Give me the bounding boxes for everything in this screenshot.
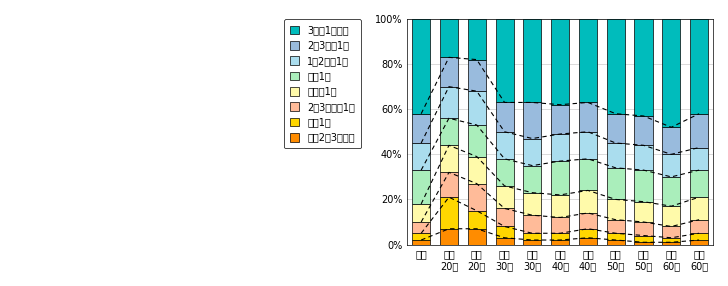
Bar	[467, 125, 486, 156]
Bar	[579, 132, 597, 159]
Bar	[662, 238, 681, 242]
Bar	[579, 190, 597, 213]
Bar	[412, 233, 430, 240]
Bar	[606, 114, 625, 143]
Bar	[467, 229, 486, 245]
Bar	[551, 134, 569, 161]
Bar	[579, 229, 597, 238]
Bar	[523, 19, 542, 102]
Bar	[662, 19, 681, 127]
Bar	[662, 154, 681, 177]
Bar	[690, 170, 708, 197]
Bar	[606, 168, 625, 199]
Bar	[412, 222, 430, 233]
Bar	[551, 240, 569, 245]
Bar	[662, 177, 681, 206]
Bar	[467, 19, 486, 59]
Bar	[496, 159, 513, 186]
Bar	[662, 127, 681, 154]
Bar	[467, 91, 486, 125]
Bar	[606, 143, 625, 168]
Bar	[523, 102, 542, 138]
Bar	[635, 242, 652, 245]
Bar	[496, 102, 513, 132]
Bar	[496, 19, 513, 102]
Bar	[412, 114, 430, 143]
Bar	[690, 220, 708, 233]
Bar	[690, 19, 708, 114]
Legend: 3年に1回未満, 2～3年に1回, 1～2年に1回, 年に1回, 半年に1回, 2～3カ月に1回, 月に1回, 月に2～3回以上: 3年に1回未満, 2～3年に1回, 1～2年に1回, 年に1回, 半年に1回, …	[284, 19, 361, 148]
Bar	[635, 145, 652, 170]
Bar	[579, 238, 597, 245]
Bar	[496, 208, 513, 227]
Bar	[690, 233, 708, 240]
Bar	[551, 233, 569, 240]
Bar	[440, 197, 458, 229]
Bar	[635, 116, 652, 145]
Bar	[551, 161, 569, 195]
Bar	[690, 197, 708, 220]
Bar	[606, 199, 625, 220]
Bar	[606, 19, 625, 114]
Bar	[496, 227, 513, 238]
Bar	[551, 105, 569, 134]
Bar	[662, 242, 681, 245]
Bar	[467, 184, 486, 211]
Bar	[523, 240, 542, 245]
Bar	[606, 240, 625, 245]
Bar	[523, 138, 542, 166]
Bar	[412, 170, 430, 204]
Bar	[496, 238, 513, 245]
Bar	[496, 186, 513, 208]
Bar	[440, 145, 458, 172]
Bar	[635, 235, 652, 242]
Bar	[412, 204, 430, 222]
Bar	[690, 240, 708, 245]
Bar	[440, 87, 458, 118]
Bar	[523, 166, 542, 193]
Bar	[662, 206, 681, 227]
Bar	[551, 19, 569, 105]
Bar	[551, 217, 569, 233]
Bar	[606, 233, 625, 240]
Bar	[662, 227, 681, 238]
Bar	[635, 19, 652, 116]
Bar	[551, 195, 569, 217]
Bar	[440, 229, 458, 245]
Bar	[467, 156, 486, 184]
Bar	[523, 233, 542, 240]
Bar	[412, 143, 430, 170]
Bar	[606, 220, 625, 233]
Bar	[523, 193, 542, 215]
Bar	[412, 240, 430, 245]
Bar	[690, 114, 708, 148]
Bar	[440, 57, 458, 87]
Bar	[579, 213, 597, 229]
Bar	[635, 170, 652, 202]
Bar	[690, 148, 708, 170]
Bar	[440, 19, 458, 57]
Bar	[579, 159, 597, 190]
Bar	[440, 118, 458, 145]
Bar	[496, 132, 513, 159]
Bar	[440, 172, 458, 197]
Bar	[635, 202, 652, 222]
Bar	[467, 211, 486, 229]
Bar	[579, 19, 597, 102]
Bar	[635, 222, 652, 235]
Bar	[467, 59, 486, 91]
Bar	[523, 215, 542, 233]
Bar	[579, 102, 597, 132]
Bar	[412, 19, 430, 114]
